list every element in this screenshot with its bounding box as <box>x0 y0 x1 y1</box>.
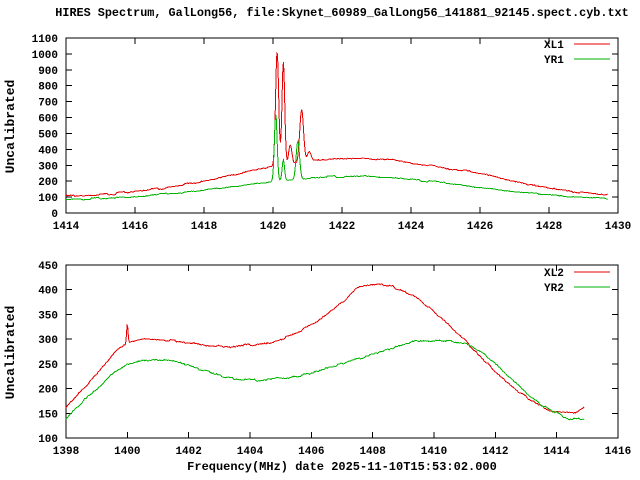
svg-text:XL1: XL1 <box>544 40 564 52</box>
svg-text:0: 0 <box>51 209 58 221</box>
svg-text:XL2: XL2 <box>544 268 564 280</box>
svg-text:1414: 1414 <box>53 221 80 233</box>
svg-text:250: 250 <box>38 360 58 372</box>
svg-text:700: 700 <box>38 98 58 110</box>
svg-text:800: 800 <box>38 82 58 94</box>
svg-text:1416: 1416 <box>122 221 148 233</box>
svg-text:1398: 1398 <box>53 446 80 458</box>
svg-text:200: 200 <box>38 385 58 397</box>
svg-text:1428: 1428 <box>536 221 563 233</box>
svg-text:1414: 1414 <box>543 446 570 458</box>
svg-text:Frequency(MHz) date 2025-11-10: Frequency(MHz) date 2025-11-10T15:53:02.… <box>187 460 497 474</box>
svg-text:900: 900 <box>38 66 58 78</box>
svg-text:1424: 1424 <box>398 221 425 233</box>
svg-text:500: 500 <box>38 129 58 141</box>
svg-text:Uncalibrated: Uncalibrated <box>3 80 18 174</box>
svg-text:YR2: YR2 <box>544 283 564 295</box>
svg-text:450: 450 <box>38 261 58 273</box>
svg-text:1410: 1410 <box>421 446 447 458</box>
svg-text:YR1: YR1 <box>544 55 564 67</box>
svg-text:1426: 1426 <box>467 221 493 233</box>
svg-text:400: 400 <box>38 286 58 298</box>
svg-text:600: 600 <box>38 114 58 126</box>
svg-text:150: 150 <box>38 409 58 421</box>
svg-text:1420: 1420 <box>260 221 286 233</box>
svg-text:1430: 1430 <box>605 221 631 233</box>
svg-text:100: 100 <box>38 434 58 446</box>
svg-text:1100: 1100 <box>32 34 58 46</box>
svg-text:1406: 1406 <box>298 446 324 458</box>
svg-text:1418: 1418 <box>191 221 218 233</box>
svg-text:300: 300 <box>38 335 58 347</box>
svg-text:1422: 1422 <box>329 221 355 233</box>
svg-text:1000: 1000 <box>32 50 58 62</box>
svg-text:1404: 1404 <box>237 446 264 458</box>
svg-text:100: 100 <box>38 193 58 205</box>
svg-text:1402: 1402 <box>175 446 201 458</box>
svg-text:1412: 1412 <box>482 446 508 458</box>
svg-text:1416: 1416 <box>605 446 631 458</box>
svg-text:300: 300 <box>38 161 58 173</box>
svg-text:350: 350 <box>38 310 58 322</box>
svg-text:400: 400 <box>38 145 58 157</box>
svg-text:200: 200 <box>38 177 58 189</box>
svg-text:1408: 1408 <box>359 446 386 458</box>
svg-text:Uncalibrated: Uncalibrated <box>3 306 18 400</box>
svg-text:1400: 1400 <box>114 446 140 458</box>
